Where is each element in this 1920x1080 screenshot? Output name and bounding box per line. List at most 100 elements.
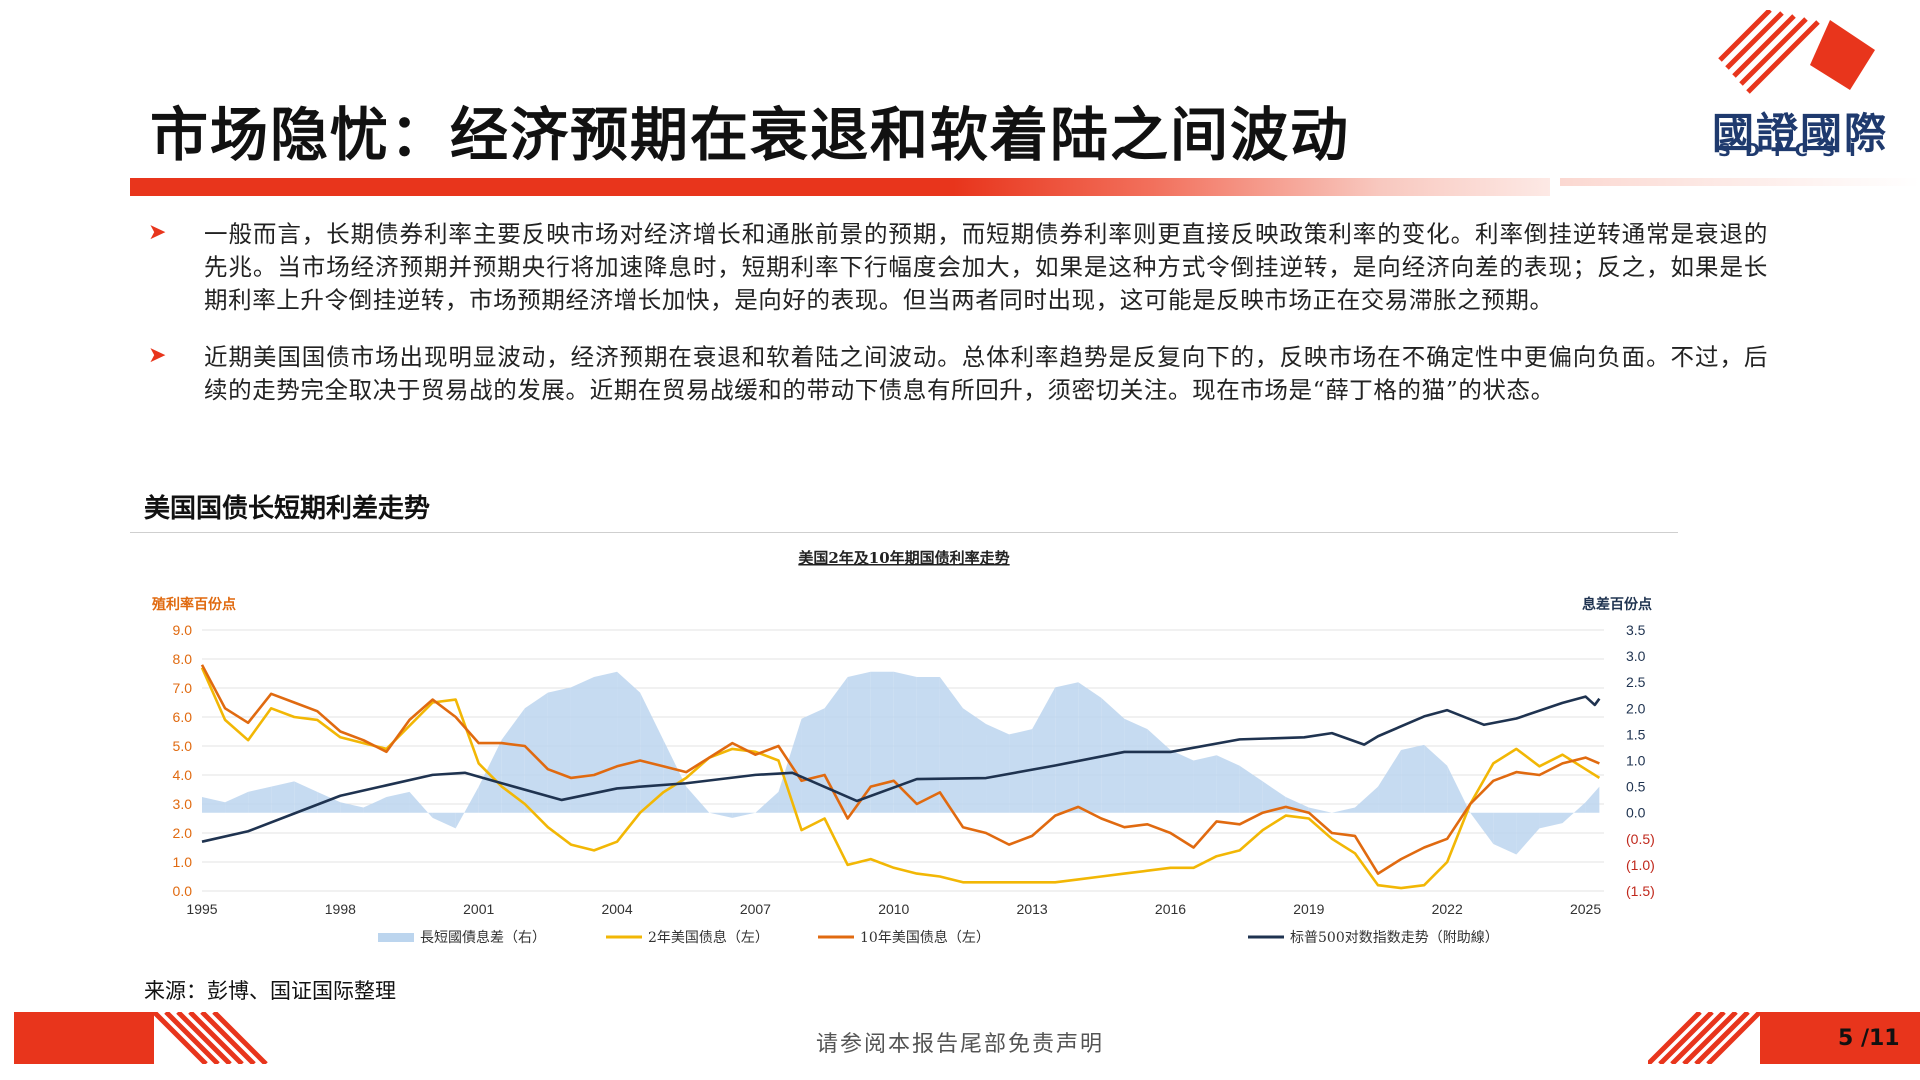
x-tick-label: 2001 (463, 901, 494, 917)
right-tick-label: 0.0 (1626, 805, 1646, 821)
legend-label: 标普500对数指数走势（附助線） (1290, 930, 1499, 946)
spread-bar (686, 786, 710, 813)
left-tick-label: 3.0 (173, 796, 193, 812)
spread-bar (986, 723, 1010, 813)
spread-bar (1078, 682, 1102, 813)
spread-bar (1516, 812, 1540, 855)
spread-bar (1493, 812, 1517, 855)
bullet-arrow-icon: ➤ (148, 343, 167, 368)
x-tick-label: 1995 (186, 901, 217, 917)
x-tick-label: 1998 (325, 901, 356, 917)
source-note: 来源：彭博、国证国际整理 (144, 979, 396, 1003)
spread-bar (663, 739, 687, 813)
spread-bar (524, 692, 548, 813)
spread-bar (1308, 807, 1332, 813)
right-tick-label: (0.5) (1626, 831, 1655, 847)
bullet-arrow-icon: ➤ (148, 220, 167, 245)
series-line (200, 664, 1600, 875)
logo-sub: SDICSI (1718, 140, 1870, 161)
right-tick-label: 3.0 (1626, 648, 1646, 664)
spread-bar (225, 791, 249, 813)
title-underline-tail (1560, 178, 1920, 186)
spread-bar (1216, 755, 1240, 813)
logo-name: 國證國際 (1712, 109, 1889, 158)
spread-bar (1562, 802, 1586, 824)
left-tick-label: 1.0 (173, 854, 193, 870)
left-tick-label: 9.0 (173, 622, 193, 638)
spread-bar (1331, 807, 1355, 813)
spread-bar (1401, 744, 1425, 813)
spread-bar (409, 791, 433, 818)
yield-chart: 美国2年及10年期国债利率走势 殖利率百份点 息差百份点 0.0 1.0 2.0 3.… (151, 549, 1655, 946)
spread-bar (363, 797, 387, 813)
disclaimer-note: 请参阅本报告尾部免责声明 (815, 1032, 1104, 1057)
spread-bar (1447, 765, 1471, 813)
left-axis-label: 殖利率百份点 (151, 596, 236, 613)
left-tick-label: 7.0 (173, 680, 193, 696)
spread-bar (893, 671, 917, 813)
spread-bar (271, 781, 295, 813)
spread-bar (939, 676, 963, 813)
x-tick-label: 2016 (1155, 901, 1186, 917)
right-tick-label: 2.0 (1626, 700, 1646, 716)
footer-stripes-right-icon (1648, 1012, 1920, 1064)
spread-bar (1170, 750, 1194, 813)
spread-bar (801, 708, 825, 813)
spread-bar (317, 791, 341, 813)
page-number: 5 /11 (1838, 1026, 1900, 1051)
spread-bar (1424, 744, 1448, 813)
footer-stripes-left-icon (14, 1012, 268, 1064)
x-tick-label: 2013 (1017, 901, 1048, 917)
spread-bar (1585, 786, 1600, 813)
right-tick-label: 2.5 (1626, 674, 1646, 690)
x-tick-label: 2022 (1432, 901, 1463, 917)
spread-bar (1032, 687, 1056, 813)
spread-bar (386, 791, 410, 813)
bullet-item: ➤ 近期美国国债市场出现明显波动，经济预期在衰退和软着陆之间波动。总体利率趋势是… (148, 341, 1768, 407)
title-underline-bar (130, 178, 1550, 196)
right-tick-label: (1.0) (1626, 857, 1655, 873)
spread-bar (340, 802, 364, 813)
spread-bar (755, 791, 779, 813)
series-line (201, 695, 1601, 843)
spread-bar (1239, 765, 1263, 813)
x-tick-label: 2010 (878, 901, 909, 917)
bullet-text: 近期美国国债市场出现明显波动，经济预期在衰退和软着陆之间波动。总体利率趋势是反复… (204, 343, 1768, 404)
right-tick-label: 1.0 (1626, 753, 1646, 769)
spread-bar (1193, 755, 1217, 813)
spread-bar (1124, 718, 1148, 813)
spread-bar (1055, 682, 1079, 813)
spread-bar (709, 812, 733, 818)
legend-label: 2年美国债息（左） (648, 929, 769, 946)
left-tick-label: 6.0 (173, 709, 193, 725)
left-tick-label: 5.0 (173, 738, 193, 754)
spread-bar (962, 708, 987, 813)
left-tick-label: 0.0 (173, 883, 193, 899)
spread-bar (916, 676, 940, 813)
right-tick-label: 0.5 (1626, 779, 1646, 795)
logo-stripes-icon (1718, 10, 1875, 94)
legend-label: 長短國債息差（右） (420, 929, 546, 946)
page-title: 市场隐忧：经济预期在衰退和软着陆之间波动 (150, 101, 1351, 169)
right-tick-label: 1.5 (1626, 726, 1646, 742)
spread-bar (1262, 781, 1286, 813)
x-tick-label: 2004 (601, 901, 632, 917)
legend-label: 10年美国债息（左） (860, 929, 990, 946)
bullet-text: 一般而言，长期债券利率主要反映市场对经济增长和通胀前景的预期，而短期债券利率则更… (204, 220, 1768, 314)
spread-bar (1147, 729, 1171, 813)
spread-bar (617, 671, 641, 813)
spread-bar (732, 812, 756, 818)
spread-bar (870, 671, 894, 813)
spread-bar (202, 797, 226, 813)
x-tick-label: 2019 (1293, 901, 1324, 917)
spread-bar (570, 676, 595, 813)
spread-bar (594, 671, 618, 813)
left-tick-label: 8.0 (173, 651, 193, 667)
spread-bar (640, 692, 664, 813)
right-tick-label: (1.5) (1626, 883, 1655, 899)
spread-bar (1354, 786, 1379, 813)
spread-bar (1539, 812, 1563, 829)
section-divider (130, 532, 1678, 533)
spread-bar (294, 781, 318, 813)
x-tick-label: 2025 (1570, 901, 1601, 917)
